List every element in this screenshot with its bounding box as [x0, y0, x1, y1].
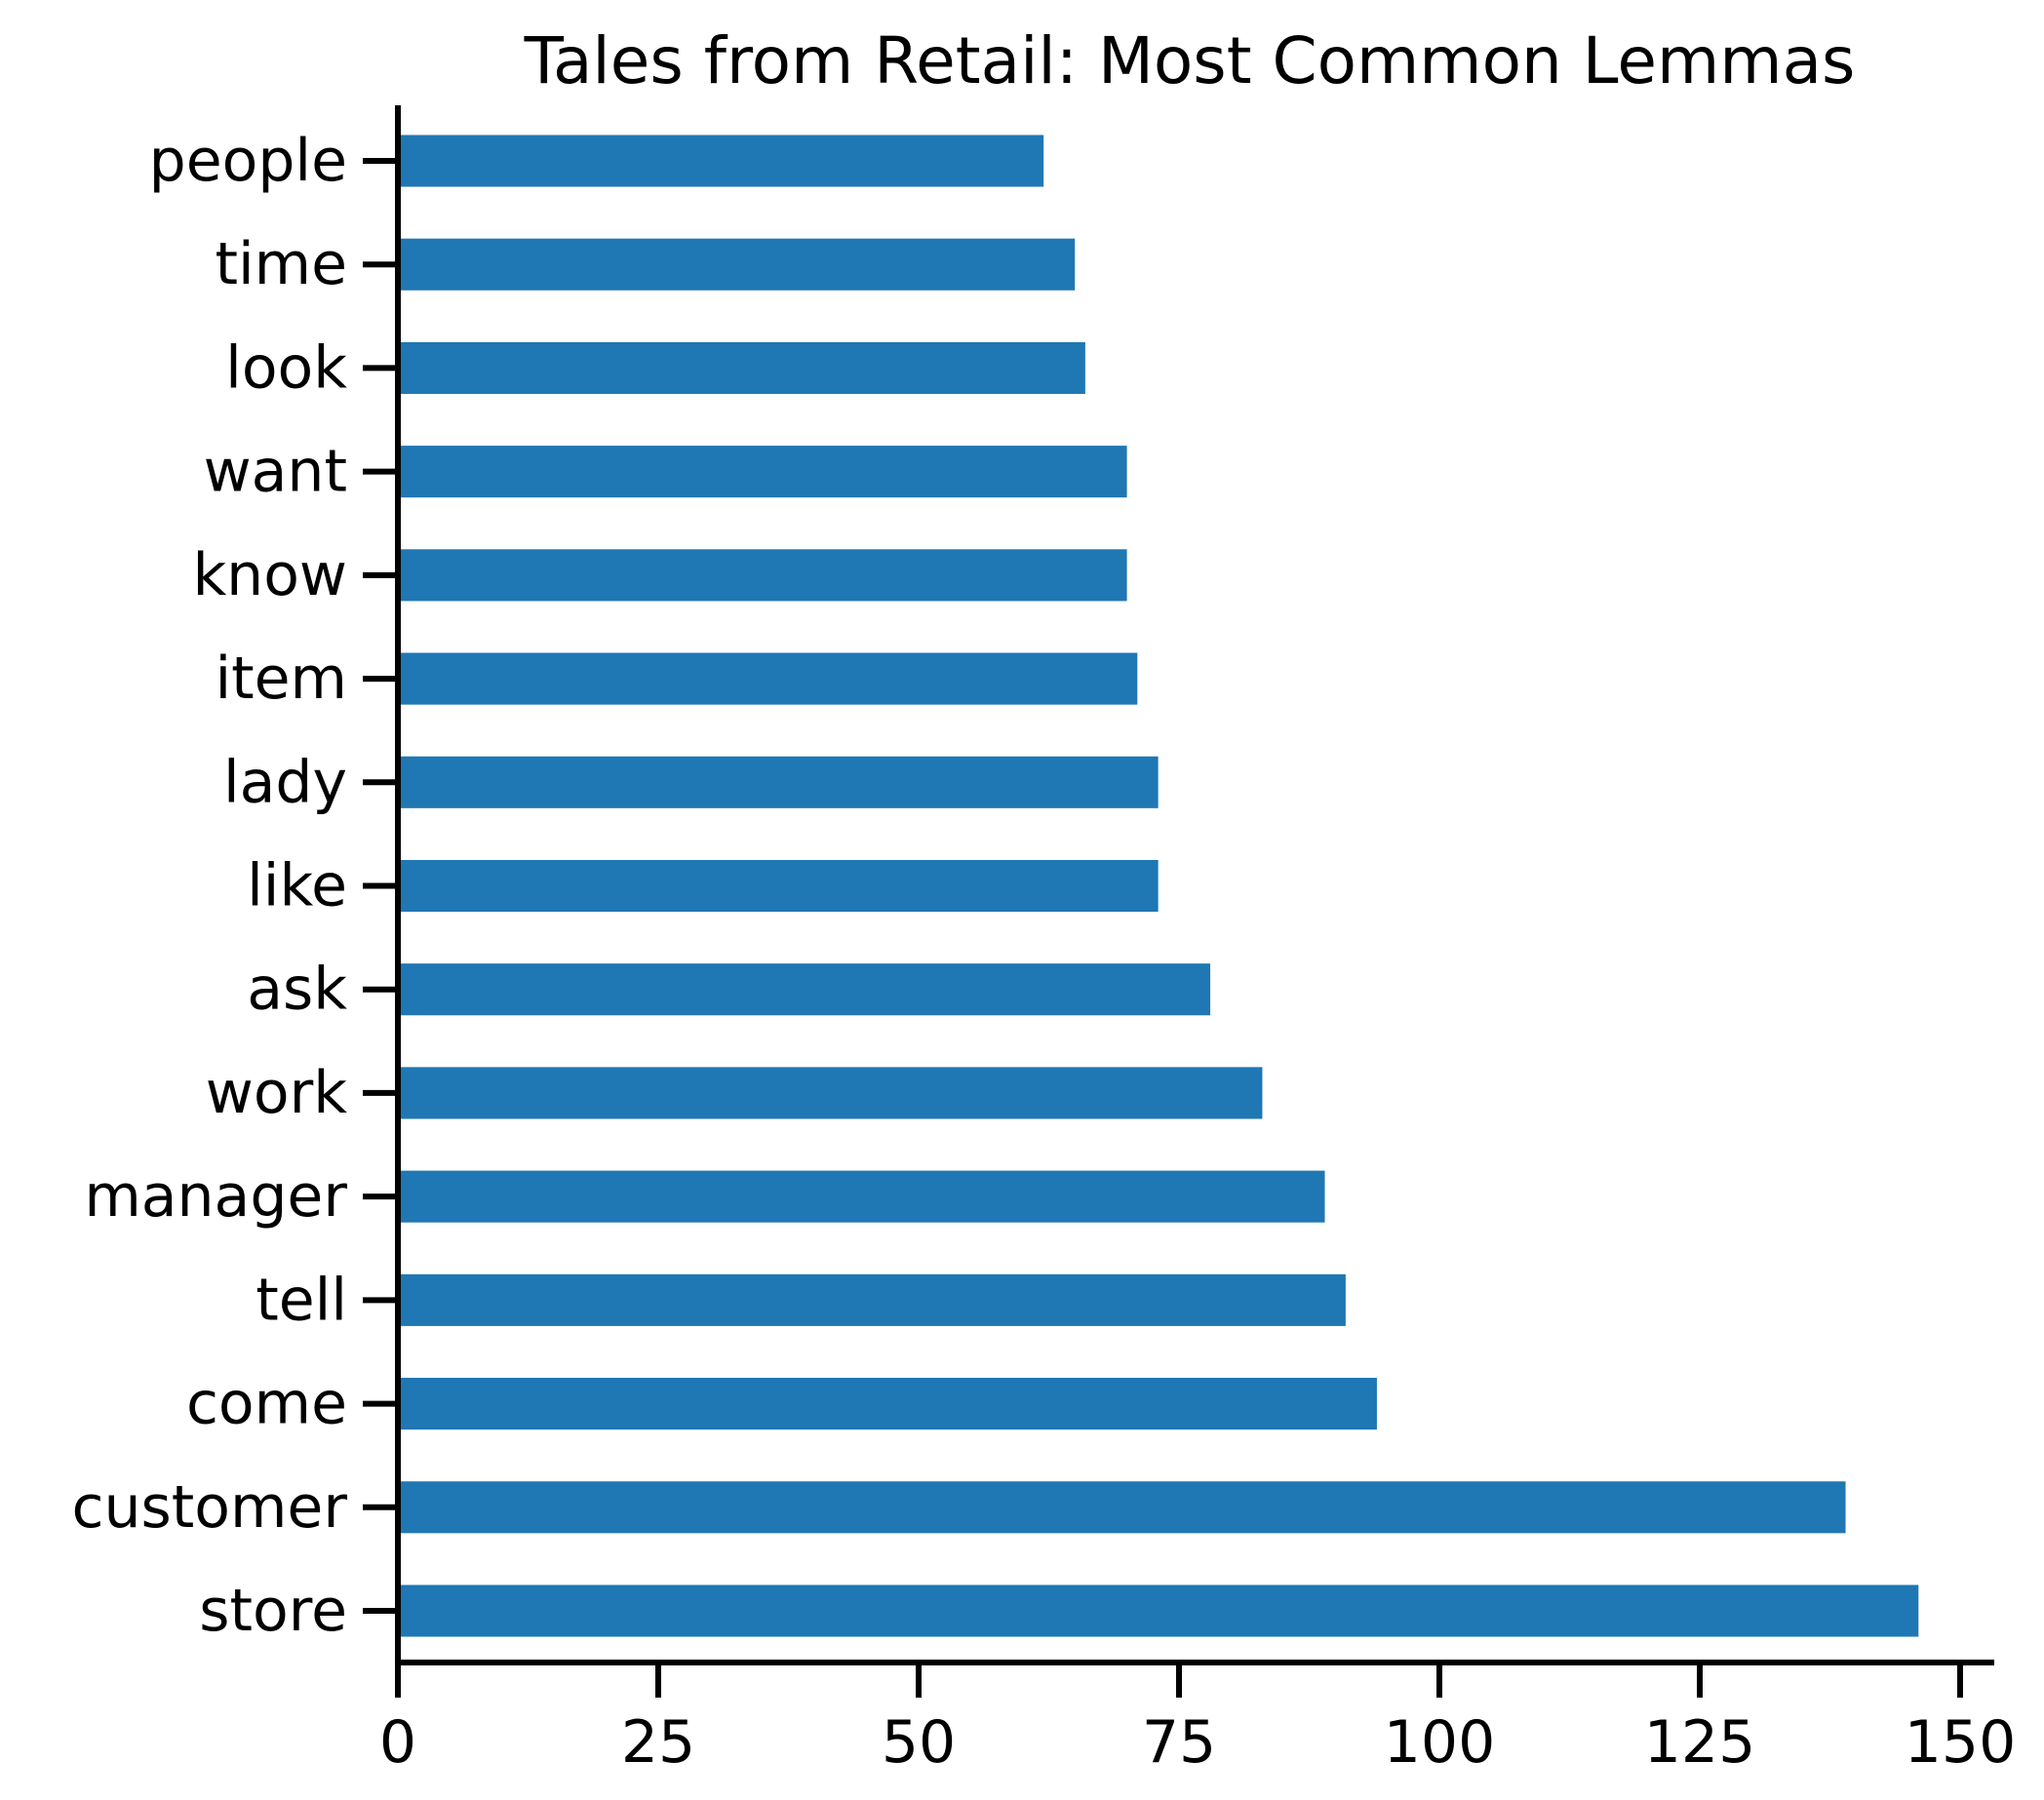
bar-like [398, 859, 1159, 913]
bars-group [398, 135, 1919, 1637]
x-tick-label: 25 [621, 1708, 695, 1777]
bar-lady [398, 756, 1159, 808]
x-tick-label: 125 [1644, 1708, 1756, 1777]
y-tick-label: come [186, 1370, 347, 1438]
y-tick-label: want [204, 438, 347, 506]
bar-tell [398, 1273, 1346, 1326]
bar-work [398, 1067, 1263, 1119]
y-tick-label: customer [71, 1473, 347, 1542]
y-tick-label: look [225, 333, 347, 402]
y-tick-label: work [206, 1059, 347, 1127]
y-tick-label: people [149, 127, 347, 195]
x-tick-label: 50 [882, 1708, 956, 1777]
y-tick-label: ask [247, 956, 347, 1024]
y-tick-label: store [199, 1577, 347, 1645]
bar-come [398, 1378, 1377, 1430]
y-tick-label: like [247, 852, 347, 920]
bar-time [398, 238, 1076, 291]
bar-ask [398, 963, 1211, 1016]
bar-people [398, 135, 1044, 187]
x-tick-label: 0 [379, 1708, 416, 1777]
bar-look [398, 341, 1085, 394]
bar-store [398, 1585, 1919, 1637]
chart-title: Tales from Retail: Most Common Lemmas [524, 23, 1856, 98]
y-tick-label: tell [256, 1266, 347, 1334]
y-tick-label: know [192, 541, 347, 609]
y-axis-ticks: store customer come tell manager work ask like l… [71, 127, 398, 1645]
bar-customer [398, 1481, 1846, 1534]
x-axis-ticks: 0 25 50 75 100 125 150 [379, 1663, 2016, 1777]
x-tick-label: 75 [1142, 1708, 1216, 1777]
y-tick-label: manager [84, 1162, 347, 1231]
y-tick-label: time [215, 230, 347, 298]
y-tick-label: item [215, 645, 347, 713]
bar-know [398, 549, 1127, 602]
bar-item [398, 652, 1138, 705]
bar-want [398, 446, 1127, 498]
x-tick-label: 150 [1905, 1708, 2017, 1777]
bar-manager [398, 1170, 1325, 1223]
x-tick-label: 100 [1384, 1708, 1496, 1777]
y-tick-label: lady [223, 748, 347, 816]
